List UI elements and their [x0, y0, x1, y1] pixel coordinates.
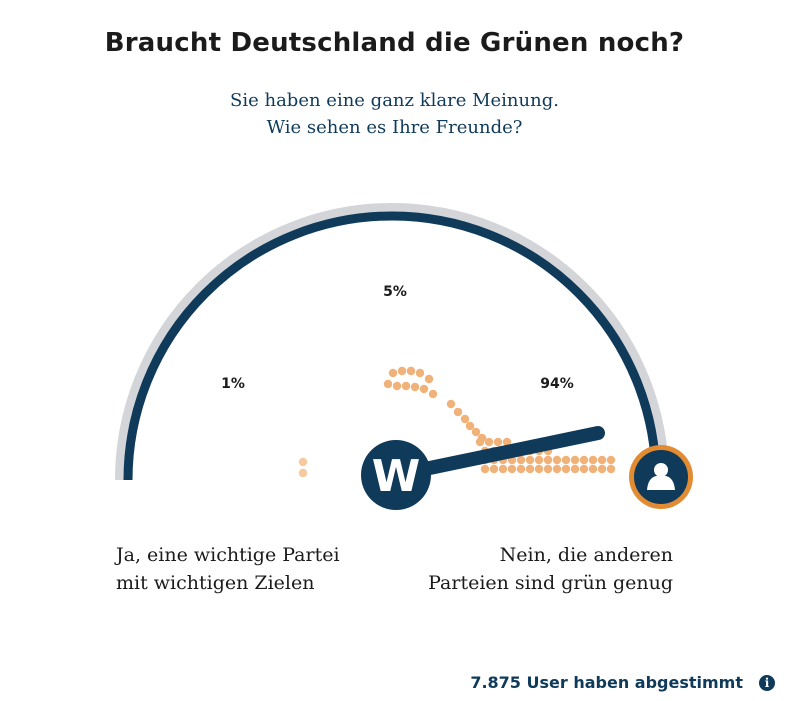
vote-dot	[588, 455, 598, 465]
vote-dot	[383, 379, 393, 389]
vote-dot	[597, 455, 607, 465]
answer-yes[interactable]: Ja, eine wichtige Partei mit wichtigen Z…	[116, 541, 340, 597]
answer-no-line-1: Nein, die anderen	[499, 544, 673, 566]
vote-dot	[446, 399, 456, 409]
vote-dot	[460, 414, 470, 424]
vote-dot	[475, 437, 485, 447]
poll-title: Braucht Deutschland die Grünen noch?	[104, 28, 685, 58]
vote-dot	[428, 389, 438, 399]
vote-dot	[392, 381, 402, 391]
vote-dot	[484, 437, 494, 447]
vote-dot	[298, 468, 308, 478]
vote-dot	[606, 455, 616, 465]
vote-dot	[570, 464, 580, 474]
vote-dot	[480, 464, 490, 474]
vote-count: 7.875 User haben abgestimmt	[470, 673, 743, 692]
vote-dot	[401, 381, 411, 391]
vote-dot	[597, 464, 607, 474]
percent-yes: 1%	[221, 376, 245, 392]
vote-dot	[419, 384, 429, 394]
answer-no-line-2: Parteien sind grün genug	[428, 572, 673, 594]
subtitle-line-2: Wie sehen es Ihre Freunde?	[266, 117, 523, 138]
vote-dot	[525, 464, 535, 474]
vote-dot	[534, 464, 544, 474]
user-icon	[647, 463, 675, 490]
vote-dot	[543, 464, 553, 474]
vote-dot	[397, 366, 407, 376]
vote-dot	[588, 464, 598, 474]
vote-dot	[453, 407, 463, 417]
vote-dot	[516, 455, 526, 465]
gauge-arc-outer	[115, 203, 669, 481]
vote-dot	[516, 464, 526, 474]
answer-no[interactable]: Nein, die anderen Parteien sind grün gen…	[428, 541, 673, 597]
vote-dot	[424, 374, 434, 384]
vote-dot	[502, 437, 512, 447]
answer-yes-line-1: Ja, eine wichtige Partei	[116, 544, 340, 566]
vote-dot	[298, 457, 308, 467]
vote-dot	[498, 464, 508, 474]
vote-dot	[579, 464, 589, 474]
vote-dot	[579, 455, 589, 465]
vote-dot	[552, 455, 562, 465]
subtitle-line-1: Sie haben eine ganz klare Meinung.	[230, 90, 559, 111]
brand-logo-letter: W	[372, 451, 421, 502]
info-icon[interactable]: i	[759, 674, 775, 691]
vote-dot	[507, 464, 517, 474]
vote-dot	[561, 464, 571, 474]
brand-logo: W	[361, 440, 431, 510]
gauge-arc-inner	[123, 211, 661, 481]
vote-dot	[525, 455, 535, 465]
vote-dot	[543, 455, 553, 465]
vote-dot	[570, 455, 580, 465]
poll-subtitle: Sie haben eine ganz klare Meinung. Wie s…	[0, 87, 789, 141]
vote-dot	[489, 464, 499, 474]
vote-dot	[552, 464, 562, 474]
vote-dot	[415, 368, 425, 378]
percent-neutral: 5%	[383, 284, 407, 300]
percent-no: 94%	[540, 376, 574, 392]
vote-dot	[465, 421, 475, 431]
user-vote-marker	[629, 445, 693, 509]
vote-dot	[534, 455, 544, 465]
vote-dot	[561, 455, 571, 465]
vote-dot	[493, 437, 503, 447]
vote-dot	[410, 382, 420, 392]
vote-dot	[388, 368, 398, 378]
vote-dot	[406, 366, 416, 376]
vote-dot	[471, 427, 481, 437]
vote-footer: 7.875 User haben abgestimmt i	[470, 673, 775, 692]
vote-dot	[606, 464, 616, 474]
answer-yes-line-2: mit wichtigen Zielen	[116, 572, 315, 594]
